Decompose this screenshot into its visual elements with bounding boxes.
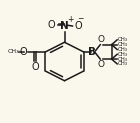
Text: O: O	[20, 47, 27, 57]
Text: CH₃: CH₃	[8, 49, 19, 54]
Text: O: O	[98, 60, 105, 69]
Text: O: O	[31, 62, 39, 72]
Text: CH₃: CH₃	[117, 57, 128, 62]
Text: CH₃: CH₃	[117, 37, 128, 42]
Text: +: +	[67, 15, 73, 24]
Text: CH₃: CH₃	[117, 61, 128, 66]
Text: CH₃: CH₃	[117, 42, 128, 47]
Text: −: −	[77, 14, 83, 23]
Text: CH₃: CH₃	[117, 52, 128, 57]
Text: O: O	[98, 35, 105, 44]
Text: O: O	[47, 20, 55, 30]
Text: N: N	[60, 21, 69, 31]
Text: CH₃: CH₃	[117, 47, 128, 52]
Text: B: B	[88, 47, 96, 57]
Text: O: O	[74, 21, 82, 31]
